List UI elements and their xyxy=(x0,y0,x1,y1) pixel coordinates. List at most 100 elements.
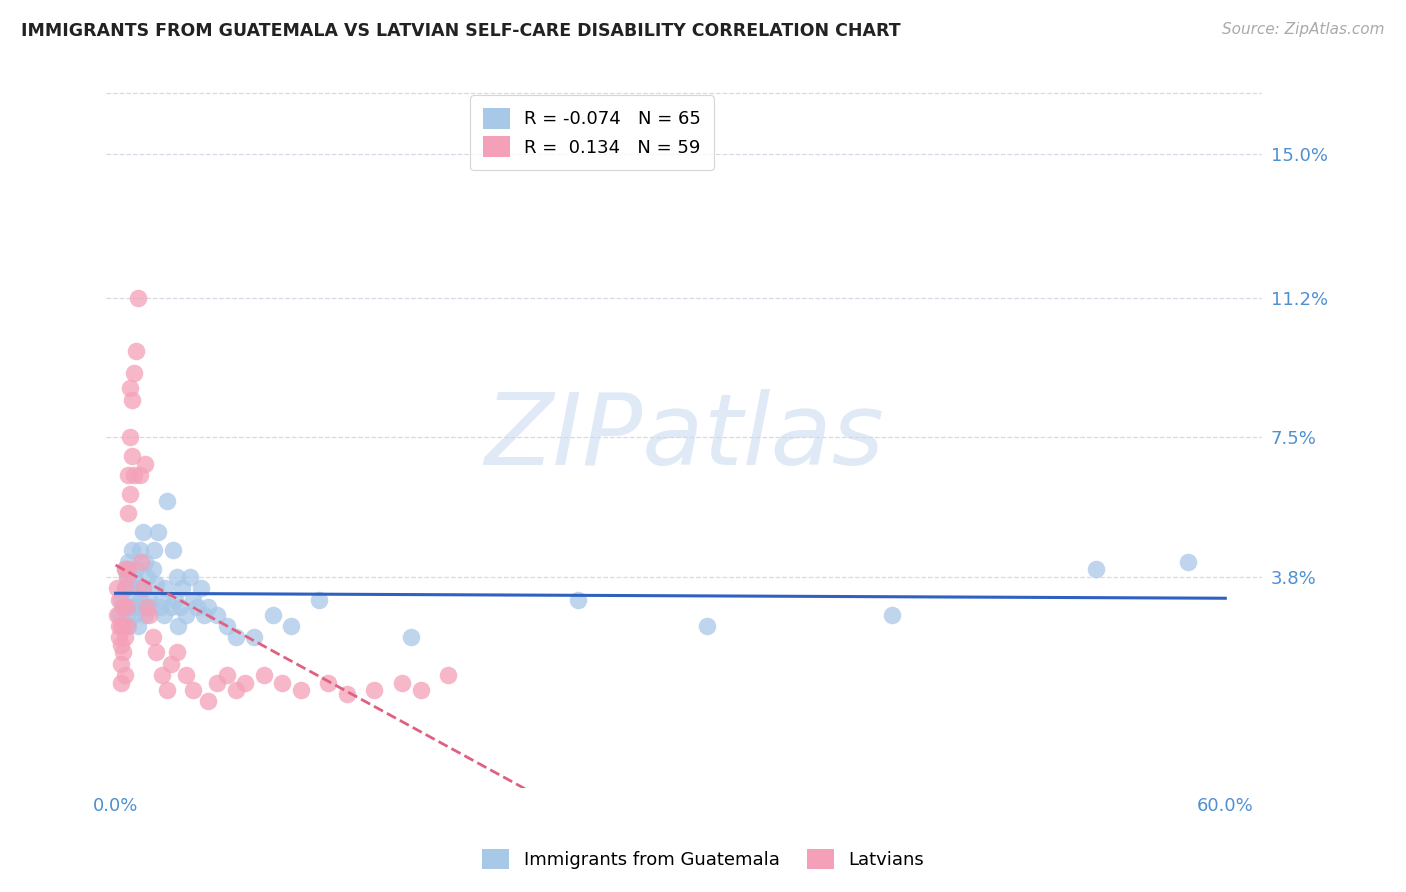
Point xyxy=(111,600,134,615)
Point xyxy=(215,619,238,633)
Point xyxy=(152,607,174,622)
Point xyxy=(128,543,150,558)
Point xyxy=(1084,562,1107,576)
Point xyxy=(139,600,162,615)
Point xyxy=(233,675,256,690)
Text: ZIPatlas: ZIPatlas xyxy=(484,389,884,486)
Point xyxy=(166,570,188,584)
Point xyxy=(114,630,136,644)
Point xyxy=(127,581,149,595)
Point xyxy=(243,630,266,644)
Point xyxy=(115,570,138,584)
Point xyxy=(108,619,131,633)
Point xyxy=(207,675,229,690)
Point xyxy=(114,581,136,595)
Point xyxy=(134,457,156,471)
Point xyxy=(115,600,138,615)
Point xyxy=(134,555,156,569)
Point xyxy=(138,607,160,622)
Point xyxy=(128,592,150,607)
Legend: R = -0.074   N = 65, R =  0.134   N = 59: R = -0.074 N = 65, R = 0.134 N = 59 xyxy=(470,95,714,169)
Point xyxy=(111,619,134,633)
Point xyxy=(174,668,197,682)
Point xyxy=(145,645,167,659)
Point xyxy=(567,592,589,607)
Point xyxy=(127,291,149,305)
Point xyxy=(122,366,145,380)
Point xyxy=(174,607,197,622)
Point xyxy=(290,683,312,698)
Point xyxy=(215,668,238,682)
Legend: Immigrants from Guatemala, Latvians: Immigrants from Guatemala, Latvians xyxy=(472,839,934,879)
Point xyxy=(149,600,172,615)
Point xyxy=(117,562,139,576)
Point xyxy=(181,683,204,698)
Point xyxy=(162,543,184,558)
Point xyxy=(262,607,284,622)
Point xyxy=(114,668,136,682)
Point xyxy=(163,592,186,607)
Point xyxy=(145,577,167,591)
Point xyxy=(131,600,153,615)
Point xyxy=(108,607,131,622)
Point xyxy=(121,449,143,463)
Point xyxy=(167,619,190,633)
Point xyxy=(110,638,132,652)
Point xyxy=(141,562,163,576)
Point xyxy=(134,607,156,622)
Point xyxy=(391,675,413,690)
Point xyxy=(114,562,136,576)
Point xyxy=(105,607,128,622)
Point xyxy=(169,600,191,615)
Point xyxy=(155,581,177,595)
Point xyxy=(111,600,134,615)
Point xyxy=(125,343,148,358)
Point xyxy=(110,592,132,607)
Point xyxy=(132,581,155,595)
Point xyxy=(128,468,150,483)
Point xyxy=(120,600,142,615)
Point xyxy=(117,619,139,633)
Point xyxy=(150,668,173,682)
Point xyxy=(132,581,155,595)
Point xyxy=(197,694,219,708)
Point xyxy=(160,657,183,671)
Point xyxy=(207,607,229,622)
Point xyxy=(132,524,155,539)
Point xyxy=(122,607,145,622)
Point xyxy=(122,570,145,584)
Point xyxy=(115,570,138,584)
Point xyxy=(308,592,330,607)
Point xyxy=(336,687,359,701)
Point xyxy=(120,430,142,444)
Point xyxy=(156,683,179,698)
Text: Source: ZipAtlas.com: Source: ZipAtlas.com xyxy=(1222,22,1385,37)
Point xyxy=(225,683,247,698)
Point xyxy=(108,630,131,644)
Point xyxy=(150,592,173,607)
Point xyxy=(114,581,136,595)
Point xyxy=(121,392,143,407)
Point xyxy=(1177,555,1199,569)
Point xyxy=(120,381,142,395)
Point xyxy=(696,619,718,633)
Point xyxy=(108,592,131,607)
Point xyxy=(105,581,128,595)
Point xyxy=(110,675,132,690)
Point xyxy=(120,487,142,501)
Point xyxy=(181,592,204,607)
Point xyxy=(111,645,134,659)
Point xyxy=(114,562,136,576)
Point xyxy=(186,600,208,615)
Point xyxy=(172,581,194,595)
Point xyxy=(122,468,145,483)
Point xyxy=(141,630,163,644)
Point xyxy=(190,581,212,595)
Point xyxy=(271,675,294,690)
Point xyxy=(125,600,148,615)
Point xyxy=(117,555,139,569)
Point xyxy=(882,607,904,622)
Point xyxy=(156,494,179,508)
Point xyxy=(179,570,201,584)
Point xyxy=(110,657,132,671)
